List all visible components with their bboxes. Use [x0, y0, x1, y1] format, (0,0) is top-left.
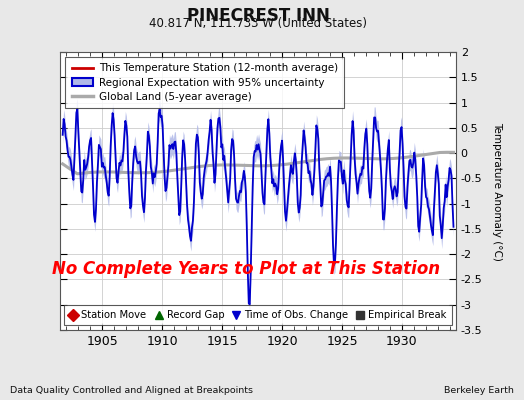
Text: PINECREST INN: PINECREST INN — [187, 7, 330, 25]
Text: 40.817 N, 111.733 W (United States): 40.817 N, 111.733 W (United States) — [149, 17, 367, 30]
Text: Berkeley Earth: Berkeley Earth — [444, 386, 514, 395]
Legend: Station Move, Record Gap, Time of Obs. Change, Empirical Break: Station Move, Record Gap, Time of Obs. C… — [64, 305, 452, 325]
Y-axis label: Temperature Anomaly (°C): Temperature Anomaly (°C) — [492, 122, 502, 260]
Text: No Complete Years to Plot at This Station: No Complete Years to Plot at This Statio… — [52, 260, 440, 278]
Text: Data Quality Controlled and Aligned at Breakpoints: Data Quality Controlled and Aligned at B… — [10, 386, 254, 395]
